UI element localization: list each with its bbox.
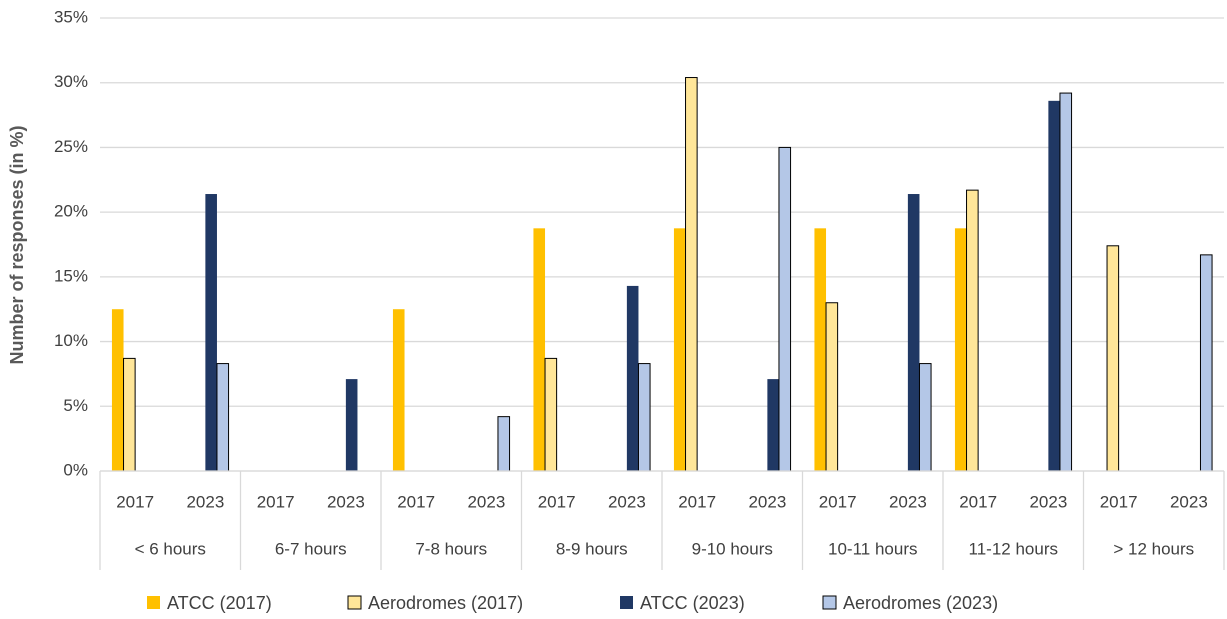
group-label: < 6 hours [135,539,206,558]
bar [954,228,967,471]
bar [392,309,405,471]
x-tick-label: 2017 [257,492,295,511]
x-tick-label: 2023 [1029,492,1067,511]
bar [1106,245,1120,472]
x-tick-label: 2017 [819,492,857,511]
x-tick-label: 2017 [397,492,435,511]
x-tick-label: 2023 [327,492,365,511]
group-label: 6-7 hours [275,539,347,558]
group-label: 7-8 hours [415,539,487,558]
legend-swatch [822,595,837,610]
x-tick-label: 2023 [748,492,786,511]
y-axis-label: Number of responses (in %) [7,125,27,364]
bar [1048,100,1060,471]
y-tick-label: 25% [54,137,88,156]
y-tick-label: 35% [54,7,88,26]
bar [814,228,827,471]
bar [626,285,639,471]
bar [685,77,698,472]
bar [123,357,136,472]
legend-swatch [147,596,160,609]
group-label: 10-11 hours [828,539,917,558]
bar [637,363,651,472]
legend-swatch [347,595,362,610]
bar [673,228,686,471]
x-tick-label: 2023 [186,492,224,511]
bar [533,228,546,471]
x-tick-label: 2023 [1170,492,1208,511]
y-tick-label: 30% [54,72,88,91]
bar [918,363,932,472]
bar [767,379,779,471]
bar [907,194,920,471]
y-tick-label: 5% [63,396,88,415]
bar [497,416,511,472]
y-tick-label: 15% [54,266,88,285]
y-tick-label: 20% [54,202,88,221]
group-label: 9-10 hours [692,539,773,558]
bar [1199,254,1213,472]
y-tick-label: 10% [54,331,88,350]
y-tick-label: 0% [63,460,88,479]
legend-label: Aerodromes (2017) [368,593,523,613]
bar [1059,92,1073,472]
bar [111,309,124,471]
bar [216,363,230,472]
legend-label: ATCC (2017) [167,593,272,613]
bar [205,194,217,471]
x-tick-label: 2017 [1100,492,1138,511]
x-tick-label: 2017 [538,492,576,511]
bar [544,357,558,472]
group-label: 8-9 hours [556,539,628,558]
bar [966,189,979,472]
bar [825,302,839,472]
x-tick-label: 2017 [678,492,716,511]
legend-swatch [620,596,633,609]
x-tick-label: 2023 [889,492,927,511]
x-tick-label: 2017 [959,492,997,511]
group-label: > 12 hours [1113,539,1194,558]
x-tick-label: 2017 [116,492,154,511]
x-tick-label: 2023 [608,492,646,511]
legend-label: ATCC (2023) [640,593,745,613]
group-label: 11-12 hours [969,539,1058,558]
legend-label: Aerodromes (2023) [843,593,998,613]
x-tick-label: 2023 [467,492,505,511]
bar [345,379,358,471]
bar [778,146,792,472]
